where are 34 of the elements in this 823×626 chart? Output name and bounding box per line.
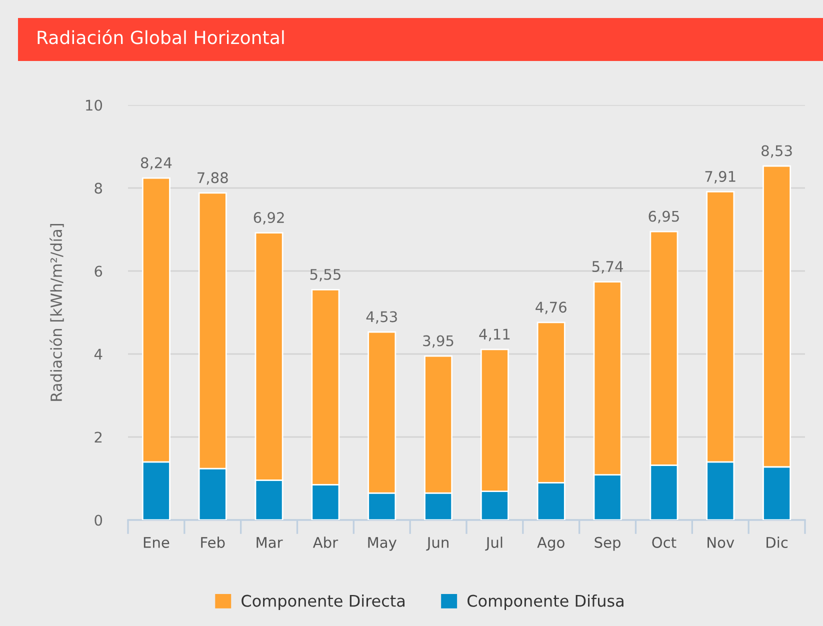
x-tick-label: Ene (144, 537, 170, 548)
x-tick-label: Jul (485, 536, 502, 551)
x-tick-label: Nov (708, 537, 734, 548)
x-tick-label: Ago (537, 537, 564, 551)
y-tick-label: 0 (94, 514, 102, 526)
total-label: 4,11 (479, 328, 510, 342)
x-tick-label: Dic (766, 536, 788, 548)
total-label: 5,74 (592, 261, 623, 274)
chart-title: Radiación Global Horizontal (38, 30, 284, 44)
x-tick-label: Feb (201, 536, 225, 548)
total-label: 6,92 (254, 212, 284, 225)
x-tick-label: May (368, 537, 397, 551)
y-tick-label: 2 (94, 432, 102, 443)
x-tick-label: Oct (652, 536, 676, 548)
legend-label: Componente Directa (242, 594, 404, 610)
total-label: 4,53 (366, 311, 397, 324)
x-tick-label: Mar (256, 537, 283, 548)
legend-label: Componente Difusa (468, 594, 624, 610)
total-label: 8,53 (762, 145, 792, 158)
y-tick-label: 10 (86, 100, 102, 111)
y-tick-label: 8 (94, 182, 102, 194)
total-label: 5,55 (310, 269, 340, 282)
y-tick-label: 4 (94, 348, 102, 360)
x-tick-label: Jun (426, 537, 448, 551)
y-tick-label: 6 (94, 266, 102, 277)
y-axis-title: Radiación [kWh/m²/día] (50, 224, 64, 401)
total-label: 7,88 (198, 172, 228, 185)
total-label: 6,95 (648, 210, 679, 224)
x-tick-label: Sep (594, 536, 620, 551)
total-label: 7,91 (705, 170, 736, 184)
total-label: 4,76 (536, 302, 566, 314)
x-tick-label: Abr (312, 536, 338, 548)
total-label: 8,24 (140, 157, 172, 170)
total-label: 3,95 (423, 335, 454, 348)
